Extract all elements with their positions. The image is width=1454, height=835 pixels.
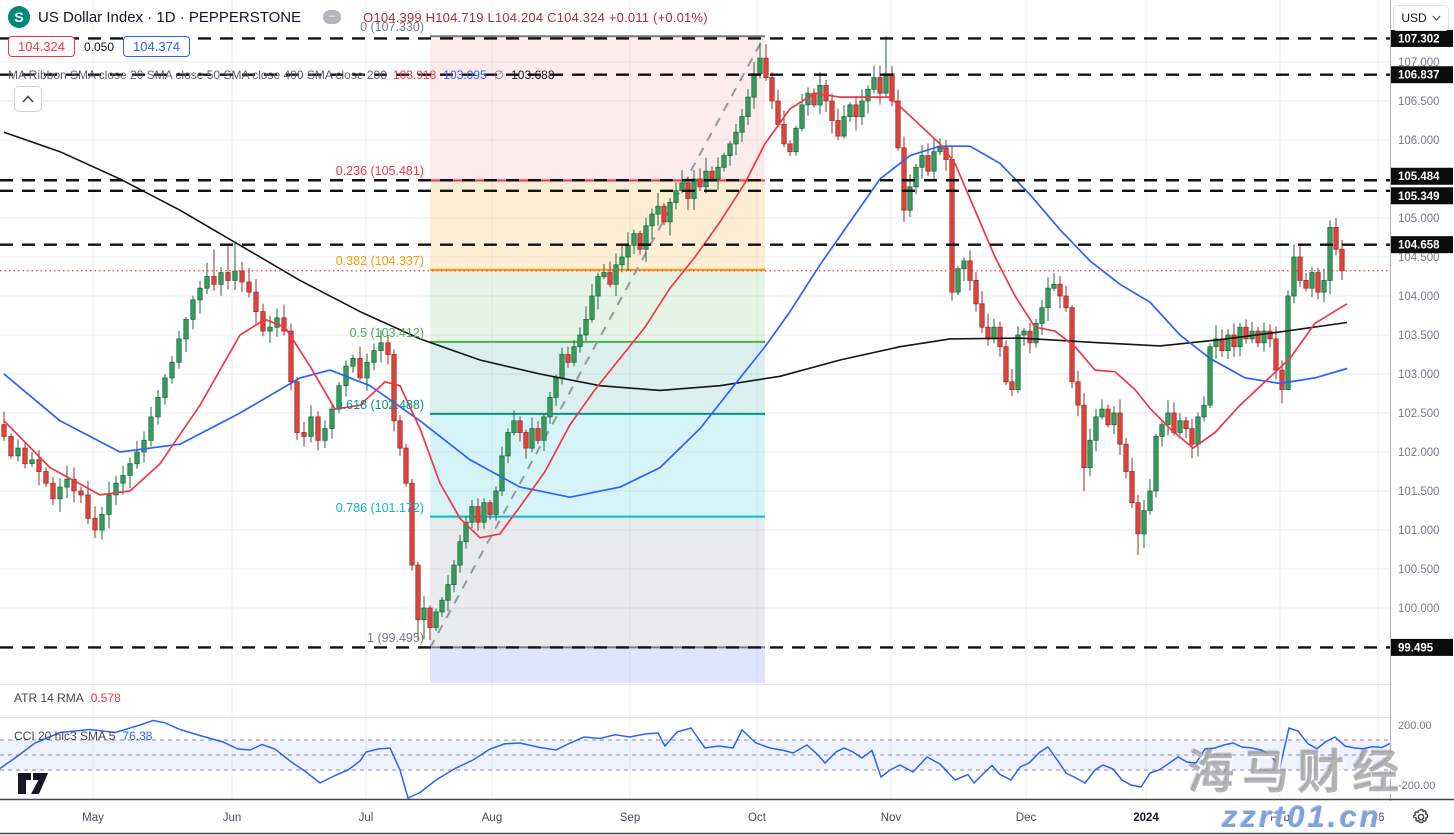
fib-level-label: 0.786 (101.172) <box>335 500 424 515</box>
fib-level-label: 0.382 (104.337) <box>335 253 424 268</box>
chevron-up-icon <box>22 95 34 103</box>
cci-line <box>0 719 1391 800</box>
price-alert-lines[interactable] <box>0 37 1390 649</box>
atr-label: ATR 14 RMA <box>14 691 84 705</box>
svg-text:105.349: 105.349 <box>1398 191 1440 203</box>
ma-value: 103.688 <box>511 68 555 82</box>
svg-text:Sep: Sep <box>620 812 640 824</box>
svg-text:100.500: 100.500 <box>1398 564 1440 576</box>
cci-value: 76.38 <box>122 729 153 743</box>
fib-level-label: 0.618 (102.488) <box>335 397 424 412</box>
sma20-line[interactable] <box>3 92 1348 539</box>
cci-indicator-legend[interactable]: CCI 20 hlc3 SMA 5 76.38 <box>14 729 152 743</box>
currency-label: USD <box>1401 11 1427 25</box>
svg-text:102.500: 102.500 <box>1398 408 1440 420</box>
order-price-boxes: 104.324 0.050 104.374 <box>8 36 191 57</box>
ma-value: 103.918 <box>392 68 437 82</box>
candles-layer[interactable] <box>1 36 1345 641</box>
svg-text:Oct: Oct <box>748 812 767 824</box>
sma50-line[interactable] <box>3 145 1348 499</box>
cci-axis-ticks: 200.00 -200.00 <box>1398 720 1435 792</box>
ma-value: ∅ <box>493 68 505 82</box>
svg-text:200.00: 200.00 <box>1398 720 1432 732</box>
price-axis-ticks: 107.000 106.500 106.000 105.000 104.500 104.0… <box>1398 57 1440 615</box>
svg-text:105.484: 105.484 <box>1398 171 1440 183</box>
svg-text:Jun: Jun <box>223 812 242 824</box>
ma-ribbon-label: MA Ribbon SMA close 20 SMA close 50 SMA … <box>8 68 387 82</box>
svg-text:105.000: 105.000 <box>1398 213 1440 225</box>
fib-level-label: 0 (107.330) <box>360 20 424 35</box>
svg-text:106.000: 106.000 <box>1398 135 1440 147</box>
svg-text:103.500: 103.500 <box>1398 330 1440 342</box>
fib-level-label: 1 (99.495) <box>367 631 424 646</box>
svg-text:2024: 2024 <box>1133 812 1159 824</box>
svg-text:Jul: Jul <box>359 812 374 824</box>
svg-text:106.500: 106.500 <box>1398 96 1440 108</box>
price-axis[interactable] <box>1391 0 1454 800</box>
svg-text:103.000: 103.000 <box>1398 369 1440 381</box>
buy-price-box[interactable]: 104.374 <box>123 36 191 57</box>
svg-text:101.500: 101.500 <box>1398 486 1440 498</box>
ma-value: 103.095 <box>443 68 487 82</box>
fib-level-label: 0.5 (103.412) <box>349 325 424 340</box>
ma-ribbon-legend[interactable]: MA Ribbon SMA close 20 SMA close 50 SMA … <box>8 68 562 82</box>
svg-text:May: May <box>82 812 104 824</box>
sma200-line[interactable] <box>3 131 1348 392</box>
svg-text:102.000: 102.000 <box>1398 447 1440 459</box>
fib-retracement[interactable] <box>429 35 765 683</box>
svg-text:100.000: 100.000 <box>1398 603 1440 615</box>
svg-text:106.837: 106.837 <box>1398 70 1440 82</box>
svg-text:26: 26 <box>1372 812 1385 824</box>
settings-gear-icon[interactable] <box>1412 808 1430 831</box>
svg-text:104.658: 104.658 <box>1398 240 1440 252</box>
chevron-down-icon <box>1432 15 1441 21</box>
svg-text:104.000: 104.000 <box>1398 291 1440 303</box>
svg-text:107.000: 107.000 <box>1398 57 1440 69</box>
svg-text:101.000: 101.000 <box>1398 525 1440 537</box>
atr-indicator-legend[interactable]: ATR 14 RMA 0.578 <box>14 691 121 705</box>
market-closed-icon: – <box>323 10 342 24</box>
svg-text:Nov: Nov <box>881 812 902 824</box>
pepperstone-logo-icon[interactable]: S <box>8 6 30 28</box>
ohlc-values: O104.399 H104.719 L104.204 C104.324 +0.0… <box>363 9 708 25</box>
fib-level-label: 0.236 (105.481) <box>335 164 424 179</box>
symbol-row: S US Dollar Index · 1D · PEPPERSTONE – O… <box>8 5 708 29</box>
spread-value: 0.050 <box>84 39 115 54</box>
svg-text:99.495: 99.495 <box>1398 642 1434 654</box>
svg-text:Feb: Feb <box>1270 812 1290 824</box>
svg-text:Dec: Dec <box>1016 812 1037 824</box>
symbol-title[interactable]: US Dollar Index · 1D · PEPPERSTONE <box>38 8 302 26</box>
tradingview-logo-icon[interactable] <box>16 771 50 800</box>
sell-price-box[interactable]: 104.324 <box>8 36 75 57</box>
cci-pane <box>0 719 1391 800</box>
svg-text:104.500: 104.500 <box>1398 252 1440 264</box>
svg-text:107.302: 107.302 <box>1398 33 1440 45</box>
collapse-pane-button[interactable] <box>14 86 42 112</box>
price-badges: 107.302 106.837 105.484 105.349 104.658 99.49… <box>1391 29 1453 656</box>
currency-select-button[interactable]: USD <box>1393 5 1449 31</box>
x-axis-labels: May Jun Jul Aug Sep Oct Nov Dec 2024 Feb 26 <box>82 812 1384 824</box>
atr-value: 0.578 <box>90 691 121 705</box>
ma-ribbon-values: 103.918 103.095 ∅ 103.688 <box>393 68 562 82</box>
svg-text:-200.00: -200.00 <box>1398 780 1435 792</box>
time-axis[interactable] <box>0 801 1454 833</box>
svg-text:Aug: Aug <box>482 812 502 824</box>
cci-label: CCI 20 hlc3 SMA 5 <box>14 729 116 743</box>
